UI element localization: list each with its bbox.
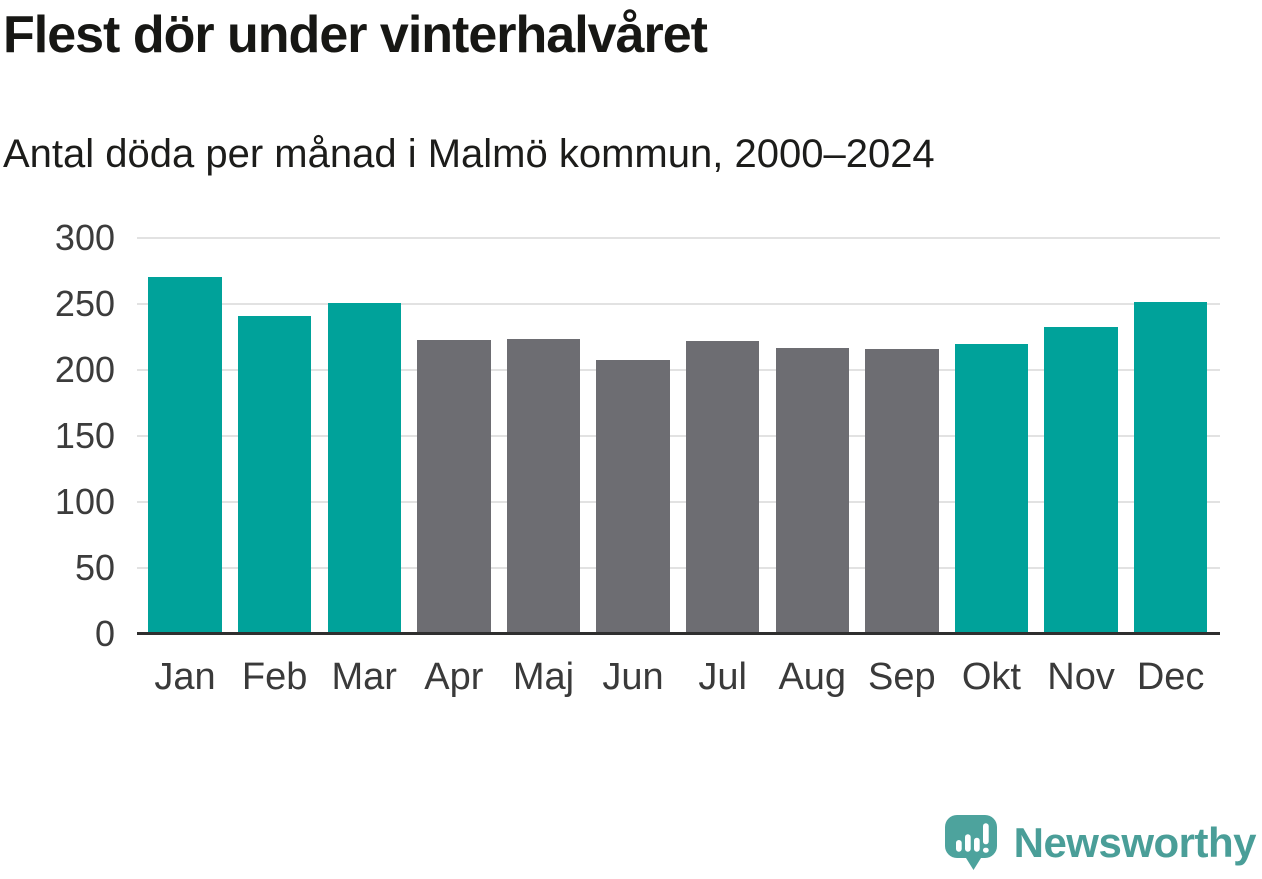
mini-bar-1 <box>955 840 962 852</box>
x-tick-label-jul: Jul <box>698 656 747 698</box>
bar-nov <box>1044 326 1118 633</box>
y-tick-label-250: 250 <box>54 283 115 324</box>
bar-dec <box>1133 301 1208 633</box>
bar-aug <box>775 347 849 633</box>
y-tick-label-50: 50 <box>74 547 115 588</box>
exclamation-dot <box>982 847 989 853</box>
x-axis: Jan Feb Mar Apr Maj Jun Jul Aug Sep Okt Nov Dec <box>0 656 1262 706</box>
mini-bar-2 <box>964 834 971 852</box>
plot-area <box>137 237 1220 635</box>
newsworthy-wordmark: Newsworthy <box>1013 819 1257 866</box>
x-tick-label-apr: Apr <box>424 656 484 698</box>
y-tick-label-0: 0 <box>94 613 115 654</box>
gridline-150 <box>137 435 1220 437</box>
chart-subtitle: Antal döda per månad i Malmö kommun, 200… <box>3 132 935 176</box>
y-axis: 0 50 100 150 200 250 300 <box>0 217 115 654</box>
x-tick-label-dec: Dec <box>1136 656 1205 698</box>
bar-apr <box>417 339 491 633</box>
newsworthy-bubble-chart-icon <box>944 815 997 870</box>
y-tick-label-300: 300 <box>54 217 115 258</box>
newsworthy-logo: Newsworthy <box>944 815 1257 871</box>
x-tick-label-nov: Nov <box>1047 656 1115 698</box>
bar-jan <box>148 276 222 633</box>
gridline-100 <box>137 501 1220 503</box>
bar-jun <box>596 359 670 633</box>
x-tick-label-jun: Jun <box>602 656 664 698</box>
x-tick-label-jan: Jan <box>154 656 216 698</box>
x-tick-label-sep: Sep <box>868 656 936 698</box>
gridline-200 <box>137 369 1220 371</box>
x-tick-label-okt: Okt <box>961 656 1021 698</box>
gridline-250 <box>137 303 1220 305</box>
y-tick-label-100: 100 <box>54 481 115 522</box>
gridline-300 <box>137 237 1220 239</box>
bar-okt <box>954 343 1029 633</box>
exclamation-bar <box>982 823 989 845</box>
y-tick-label-200: 200 <box>54 349 115 390</box>
bar-feb <box>237 316 312 633</box>
x-axis-baseline <box>137 632 1220 635</box>
chart-title: Flest dör under vinterhalvåret <box>3 6 708 64</box>
bar-maj <box>506 338 581 633</box>
x-tick-label-aug: Aug <box>778 656 847 698</box>
x-tick-label-maj: Maj <box>512 656 575 698</box>
bar-sep <box>865 349 939 633</box>
speech-bubble-shape <box>944 815 997 870</box>
mini-bar-3 <box>973 837 980 852</box>
x-tick-label-feb: Feb <box>241 656 308 698</box>
bar-mar <box>327 303 401 633</box>
x-tick-label-mar: Mar <box>331 656 397 698</box>
gridline-50 <box>137 567 1220 569</box>
y-tick-label-150: 150 <box>54 415 115 456</box>
bar-jul <box>685 341 760 633</box>
